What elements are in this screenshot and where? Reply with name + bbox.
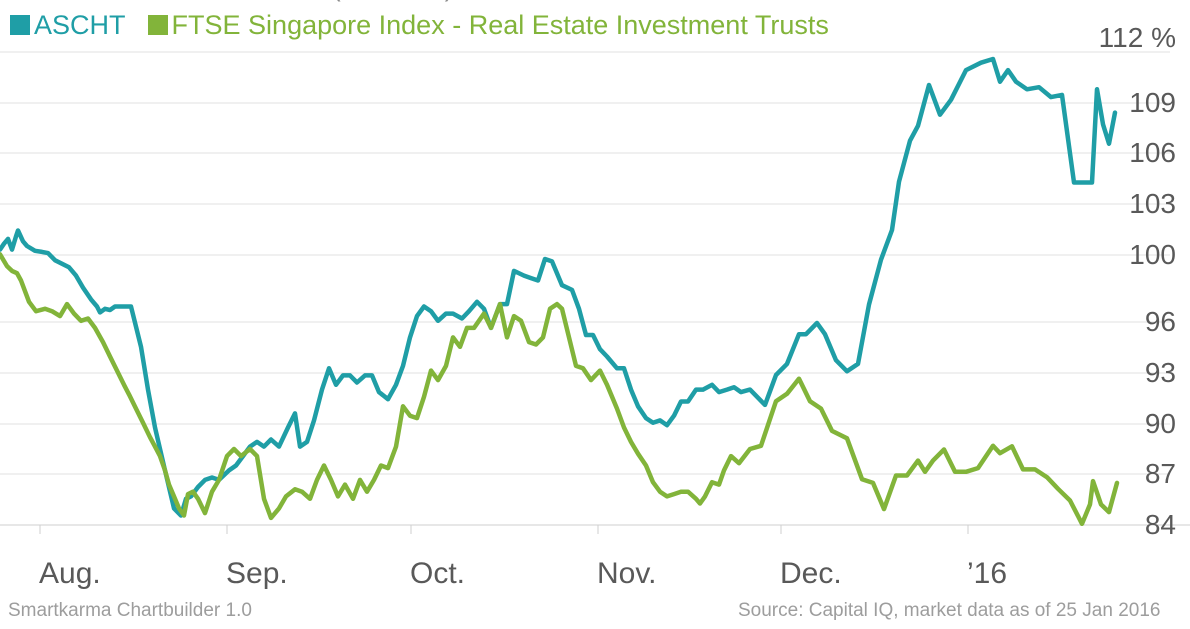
svg-text:(Rebased): (Rebased) — [332, 0, 453, 2]
